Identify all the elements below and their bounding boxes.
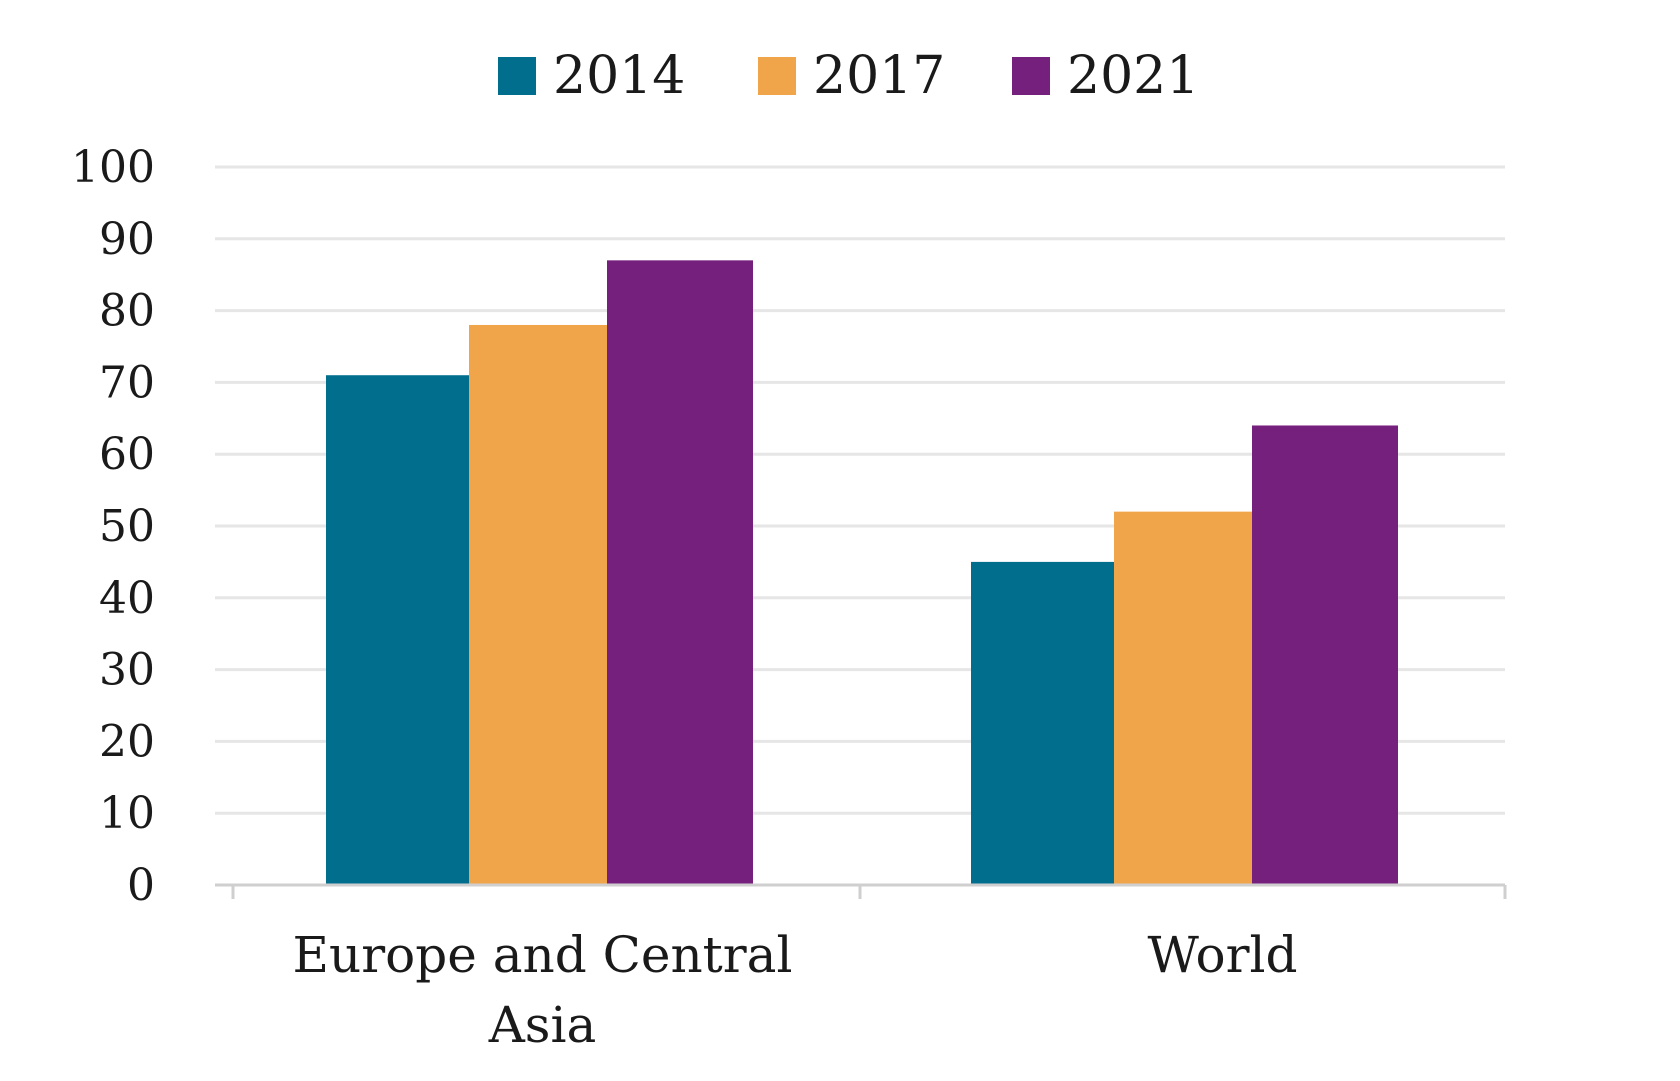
bars [326, 260, 1398, 886]
y-tick-label: 90 [99, 214, 155, 265]
y-tick-label: 20 [99, 716, 155, 767]
y-tick-label: 10 [99, 788, 155, 839]
y-axis: 0 10 20 30 40 50 60 70 80 90 100 [71, 142, 155, 911]
legend-label-2014: 2014 [553, 46, 685, 106]
legend-label-2021: 2021 [1067, 46, 1199, 106]
y-tick-label: 70 [99, 357, 155, 408]
x-axis: Europe and Central Asia World [215, 883, 1507, 1054]
bar-2014-world [971, 561, 1114, 885]
legend-swatch-2014 [498, 57, 536, 95]
x-category-label: Asia [488, 996, 597, 1054]
legend-swatch-2021 [1012, 57, 1050, 95]
y-tick-label: 60 [99, 429, 155, 480]
x-category-label: World [1148, 926, 1298, 984]
bar-2021-europe-and-central-asia [607, 260, 753, 886]
y-tick-label: 100 [71, 142, 155, 193]
y-tick-label: 50 [99, 501, 155, 552]
y-tick-label: 80 [99, 286, 155, 337]
legend-label-2017: 2017 [813, 46, 945, 106]
legend: 2014 2017 2021 [498, 46, 1199, 106]
bar-2014-europe-and-central-asia [326, 375, 469, 885]
x-category-label: Europe and Central [293, 926, 793, 984]
bar-2017-europe-and-central-asia [469, 324, 607, 886]
y-tick-label: 40 [99, 573, 155, 624]
y-tick-label: 0 [127, 860, 155, 911]
y-tick-label: 30 [99, 645, 155, 696]
legend-swatch-2017 [758, 57, 796, 95]
bar-2021-world [1252, 425, 1398, 885]
bar-2017-world [1114, 511, 1252, 885]
